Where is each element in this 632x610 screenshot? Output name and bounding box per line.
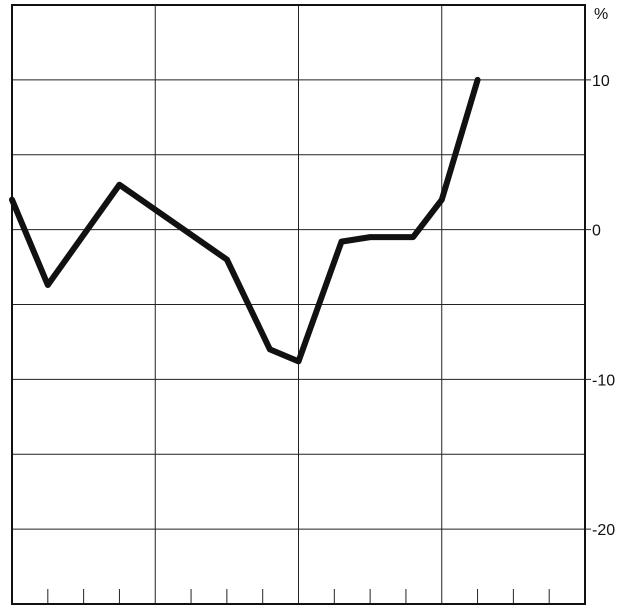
data-point (296, 358, 301, 364)
data-point (224, 257, 230, 263)
x-minor-ticks (47, 589, 550, 604)
series-line (9, 76, 481, 365)
y-tick-label: 0 (592, 223, 601, 240)
data-point (367, 234, 373, 240)
data-point (338, 239, 344, 245)
y-axis-labels: 10 0 -10 -20% (585, 6, 615, 539)
data-point (439, 197, 445, 203)
data-point (475, 77, 481, 83)
data-point (267, 346, 273, 352)
y-tick-label: -20 (592, 522, 615, 539)
grid (12, 5, 585, 604)
data-point (116, 182, 122, 188)
data-point (45, 282, 51, 288)
series-layer (9, 76, 481, 365)
y-tick-label: 10 (592, 73, 610, 90)
y-tick-label: -10 (592, 372, 615, 389)
data-point (410, 234, 416, 240)
y-unit-label: % (594, 6, 608, 23)
plot-frame (11, 4, 586, 605)
